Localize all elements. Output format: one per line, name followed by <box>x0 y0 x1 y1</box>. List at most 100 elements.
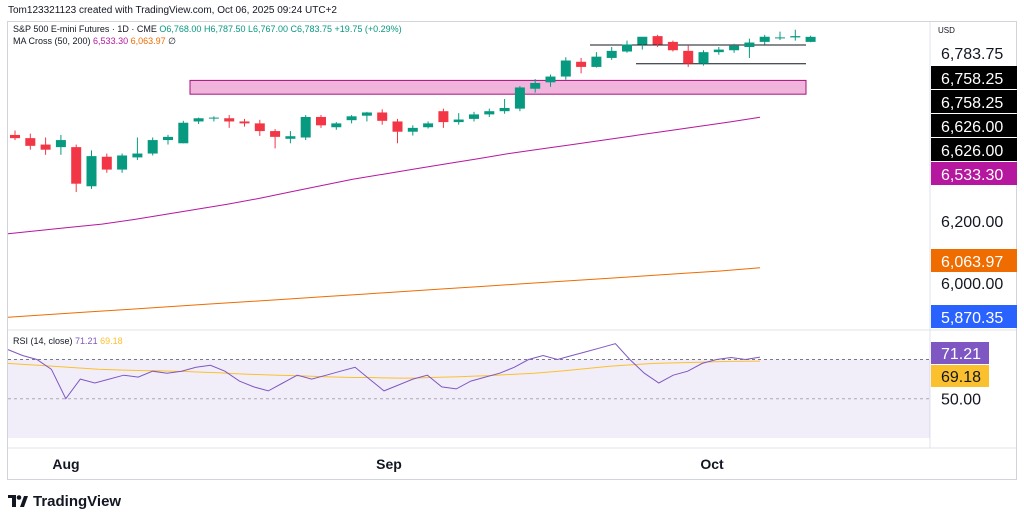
candle-body <box>270 131 281 137</box>
price-label-bg <box>931 162 1017 185</box>
candle-body <box>361 112 372 116</box>
candle-body <box>652 36 663 45</box>
price-label-bg <box>931 114 1017 137</box>
price-label: 6,533.30 <box>941 167 1003 184</box>
ma-slow-line <box>7 267 761 318</box>
candle-body <box>254 123 265 132</box>
rsi-legend[interactable]: RSI (14, close) 71.21 69.18 <box>13 336 123 346</box>
candle-body <box>438 111 449 123</box>
candle-body <box>346 116 357 121</box>
time-axis-label: Sep <box>376 456 402 472</box>
ma-slow-value: 6,063.97 <box>130 36 166 46</box>
candle-body <box>407 127 418 132</box>
candle-body <box>117 155 128 170</box>
currency-label[interactable]: USD <box>938 26 955 35</box>
ma-legend[interactable]: MA Cross (50, 200) 6,533.30 6,063.97 ∅ <box>13 36 176 47</box>
price-label: 6,063.97 <box>941 254 1003 271</box>
price-label-bg <box>931 249 1017 272</box>
price-label: 6,758.25 <box>941 71 1003 88</box>
time-axis-label: Oct <box>700 456 724 472</box>
rsi-value-label: 71.21 <box>941 346 981 363</box>
candle-body <box>40 144 51 150</box>
candle-body <box>683 50 694 64</box>
price-label: 6,783.75 <box>941 46 1003 63</box>
symbol-legend[interactable]: S&P 500 E-mini Futures · 1D · CME O6,768… <box>13 24 402 34</box>
candle-body <box>606 50 617 58</box>
rsi-axis-label: 50.00 <box>941 392 981 409</box>
price-label: 5,870.35 <box>941 310 1003 327</box>
candle-body <box>285 136 296 139</box>
candle-body <box>805 36 816 42</box>
ma-visibility-icon[interactable]: ∅ <box>168 36 177 46</box>
candle-body <box>71 147 82 184</box>
price-label: 6,200.00 <box>941 214 1003 231</box>
candle-body <box>744 42 755 48</box>
candle-body <box>622 44 632 52</box>
brand-name: TradingView <box>33 493 122 510</box>
candle-body <box>101 156 112 170</box>
price-label: 6,626.00 <box>941 143 1003 160</box>
candle-body <box>499 107 510 112</box>
candle-body <box>530 82 541 89</box>
candle-body <box>423 123 434 128</box>
rsi-ma-value-legend: 69.18 <box>100 336 123 346</box>
candle-body <box>729 45 740 51</box>
price-label-bg <box>931 138 1017 161</box>
candle-body <box>775 37 785 39</box>
candle-body <box>239 121 250 124</box>
candle-body <box>484 111 495 115</box>
rsi-value-legend: 71.21 <box>75 336 98 346</box>
candle-body <box>545 76 556 83</box>
price-label: 6,000.00 <box>941 276 1003 293</box>
candle-body <box>667 41 678 51</box>
ma-fast-line <box>7 116 761 235</box>
tradingview-logo-icon <box>8 494 28 509</box>
rsi-value-badge <box>931 342 989 364</box>
rsi-name: RSI (14, close) <box>13 336 73 346</box>
rsi-line <box>7 343 761 400</box>
price-label-bg <box>931 66 1017 89</box>
tradingview-brand[interactable]: TradingView <box>8 493 121 510</box>
price-label-bg <box>931 305 1017 328</box>
price-label: 6,626.00 <box>941 119 1003 136</box>
price-label: 6,758.25 <box>941 95 1003 112</box>
candle-body <box>316 116 326 126</box>
ma-name: MA Cross (50, 200) <box>13 36 91 46</box>
rsi-ma-value-badge <box>931 365 989 387</box>
candle-body <box>208 117 219 119</box>
candle-body <box>25 138 36 146</box>
ohlc-values: O6,768.00 H6,787.50 L6,767.00 C6,783.75 … <box>159 24 402 34</box>
candle-body <box>147 140 158 154</box>
candle-body <box>469 114 479 119</box>
candle-body <box>698 52 709 64</box>
candle-body <box>392 121 403 132</box>
candle-body <box>300 116 311 138</box>
candle-body <box>560 60 571 77</box>
candle-body <box>637 36 648 45</box>
candle-body <box>759 36 770 42</box>
candle-body <box>193 118 204 122</box>
candle-body <box>790 36 801 38</box>
candle-body <box>132 153 143 158</box>
candle-body <box>178 122 189 144</box>
candle-body <box>576 61 587 67</box>
candle-body <box>55 140 66 148</box>
support-zone <box>189 79 807 95</box>
candle-body <box>514 87 525 109</box>
candle-body <box>86 156 97 187</box>
symbol-name: S&P 500 E-mini Futures · 1D · CME <box>13 24 157 34</box>
candle-body <box>591 56 602 67</box>
candle-body <box>331 123 342 128</box>
candle-body <box>224 118 235 122</box>
time-axis-label: Aug <box>52 456 79 472</box>
candle-body <box>163 136 173 141</box>
candle-body <box>10 134 20 139</box>
candle-body <box>453 119 464 123</box>
candle-body <box>713 49 724 53</box>
price-label-bg <box>931 90 1017 113</box>
rsi-ma-value-label: 69.18 <box>941 369 981 386</box>
ma-fast-value: 6,533.30 <box>93 36 129 46</box>
chart-attribution: Tom123321123 created with TradingView.co… <box>8 5 337 16</box>
candle-body <box>377 112 388 121</box>
